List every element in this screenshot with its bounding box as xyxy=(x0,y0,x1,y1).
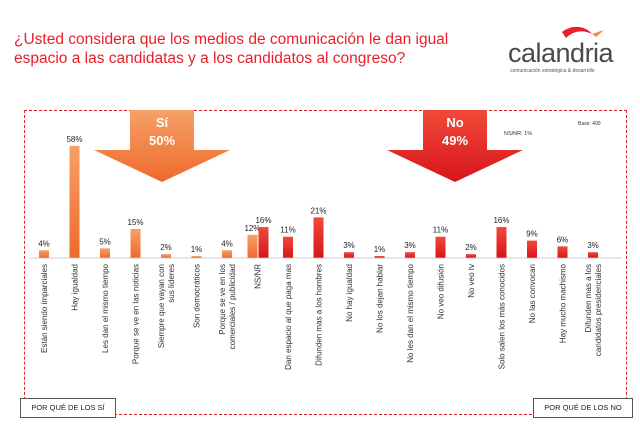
bar-si-0 xyxy=(39,250,49,258)
tick-label-10: No hay igualdad xyxy=(345,264,354,322)
data-label-si-3: 15% xyxy=(127,218,143,227)
bar-si-3 xyxy=(130,229,141,258)
arrow-si xyxy=(94,110,230,182)
bar-no-2 xyxy=(313,217,324,258)
data-label-no-5: 3% xyxy=(404,241,416,250)
tick-label-line: Hay mucho machismo xyxy=(559,263,568,343)
tick-label-12: No les dan el mismo tiempo xyxy=(406,263,415,362)
tick-label-line: No los dejan hablar xyxy=(376,264,385,333)
tick-label-line: Les dan el mismo tiempo xyxy=(101,263,110,352)
logo-bird-icon xyxy=(562,26,604,38)
tick-label-line: Están siendo imparciales xyxy=(40,264,49,353)
tick-label-7: NS/NR xyxy=(254,264,263,289)
nsnr-note: NS/NR: 1% xyxy=(504,131,533,137)
data-label-no-9: 9% xyxy=(526,230,538,239)
data-label-si-7: 12% xyxy=(244,224,260,233)
tick-label-line: NS/NR xyxy=(254,264,263,289)
tick-label-line: No las convocan xyxy=(528,264,537,323)
bar-no-6 xyxy=(435,236,446,258)
data-label-no-10: 6% xyxy=(557,235,569,244)
tick-label-6: Porque se ve en loscomerciales / publici… xyxy=(218,264,237,349)
tick-label-4: Siempre que vayan consus líderes xyxy=(157,264,176,348)
tick-label-line: Difunden mas a los hombres xyxy=(315,264,324,366)
data-label-no-2: 21% xyxy=(310,206,326,215)
bar-no-10 xyxy=(557,246,568,258)
arrow-value-no: 49% xyxy=(442,133,468,148)
bar-si-5 xyxy=(191,256,202,258)
tick-label-line: sus líderes xyxy=(167,264,176,303)
bar-no-11 xyxy=(588,252,598,258)
footer-why-no: POR QUÉ DE LOS NO xyxy=(533,398,633,418)
bar-no-8 xyxy=(496,227,507,258)
arrow-no xyxy=(387,110,523,182)
page-title: ¿Usted considera que los medios de comun… xyxy=(14,31,449,67)
tick-label-16: No las convocan xyxy=(528,264,537,323)
bar-no-4 xyxy=(374,256,385,258)
tick-label-line: Dan espacio al que paga mas xyxy=(284,264,293,370)
arrow-value-si: 50% xyxy=(149,133,175,148)
data-label-no-1: 11% xyxy=(280,226,295,235)
tick-label-2: Les dan el mismo tiempo xyxy=(101,263,110,352)
data-label-si-6: 4% xyxy=(221,239,233,248)
tick-label-line: comerciales / publicidad xyxy=(228,264,237,349)
tick-label-3: Porque se ve en las noticias xyxy=(132,264,141,364)
data-label-si-5: 1% xyxy=(191,245,203,254)
tick-label-14: No veo tv xyxy=(467,264,476,298)
tick-label-line: Porque se ve en las noticias xyxy=(132,264,141,364)
logo-wordmark: calandria xyxy=(508,38,614,68)
chart-frame xyxy=(24,110,627,415)
data-label-no-6: 11% xyxy=(433,226,448,235)
data-label-no-3: 3% xyxy=(343,241,355,250)
data-label-no-11: 3% xyxy=(587,241,599,250)
bar-no-1 xyxy=(283,236,293,258)
bar-si-4 xyxy=(161,254,171,258)
tick-label-line: Porque se ve en los xyxy=(218,264,227,335)
tick-label-11: No los dejan hablar xyxy=(376,264,385,333)
arrow-label-no: No xyxy=(446,115,463,130)
footer-why-yes: POR QUÉ DE LOS SÍ xyxy=(20,398,116,418)
tick-label-13: No veo difusión xyxy=(437,264,446,319)
tick-label-17: Hay mucho machismo xyxy=(559,263,568,343)
tick-label-1: Hay igualdad xyxy=(71,264,80,311)
data-label-no-7: 2% xyxy=(465,243,477,252)
data-label-no-0: 16% xyxy=(255,216,271,225)
tick-label-line: No veo tv xyxy=(467,264,476,298)
arrow-label-si: Sí xyxy=(156,115,169,130)
calandria-logo: calandria comunicación estratégica & des… xyxy=(500,24,630,74)
bar-no-7 xyxy=(466,254,476,258)
tick-label-line: Son democráticos xyxy=(193,264,202,328)
tick-label-5: Son democráticos xyxy=(193,264,202,328)
tick-label-line: Difunden mas a los xyxy=(584,264,593,332)
data-label-no-8: 16% xyxy=(493,216,509,225)
tick-label-8: Dan espacio al que paga mas xyxy=(284,264,293,370)
base-note: Base: 400 xyxy=(578,121,601,127)
data-label-si-0: 4% xyxy=(38,239,50,248)
data-label-si-2: 5% xyxy=(99,237,111,246)
tick-label-line: No hay igualdad xyxy=(345,264,354,322)
bar-no-3 xyxy=(344,252,354,258)
bar-si-7 xyxy=(247,234,258,258)
bar-si-6 xyxy=(222,250,232,258)
bar-si-2 xyxy=(100,248,110,258)
bar-no-9 xyxy=(527,240,537,258)
data-label-si-1: 58% xyxy=(66,135,82,144)
bar-si-1 xyxy=(69,145,80,258)
tick-label-line: No veo difusión xyxy=(437,264,446,319)
data-label-no-4: 1% xyxy=(374,245,386,254)
tick-label-0: Están siendo imparciales xyxy=(40,264,49,353)
tick-label-18: Difunden mas a loscandidatos presidencia… xyxy=(584,264,603,356)
tick-label-line: candidatos presidenciales xyxy=(594,264,603,356)
logo-tagline: comunicación estratégica & desarrollo xyxy=(510,68,595,74)
tick-label-line: Hay igualdad xyxy=(71,264,80,311)
bar-no-0 xyxy=(258,227,269,258)
data-label-si-4: 2% xyxy=(160,243,172,252)
tick-label-line: No les dan el mismo tiempo xyxy=(406,263,415,362)
tick-label-line: Siempre que vayan con xyxy=(157,264,166,348)
bar-no-5 xyxy=(405,252,415,258)
tick-label-15: Solo salen los más conocidos xyxy=(498,264,507,369)
tick-label-line: Solo salen los más conocidos xyxy=(498,264,507,369)
tick-label-9: Difunden mas a los hombres xyxy=(315,264,324,366)
